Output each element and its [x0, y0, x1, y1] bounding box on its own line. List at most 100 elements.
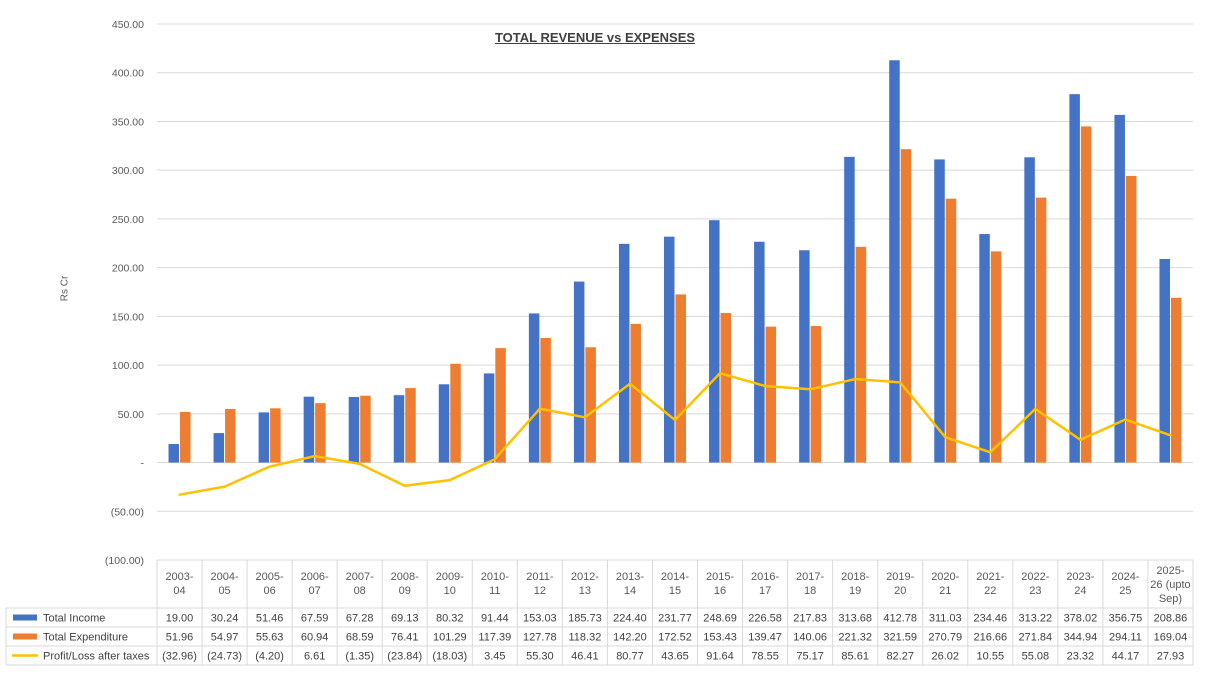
bar-total-expenditure [180, 411, 191, 463]
data-label: (32.96) [162, 651, 197, 663]
x-tick-label: 2008- [391, 571, 419, 583]
data-label: 101.29 [433, 632, 467, 644]
x-tick-label: 06 [263, 585, 275, 597]
x-tick-label: 21 [939, 585, 951, 597]
x-tick-label: 22 [984, 585, 996, 597]
data-label: 19.00 [166, 613, 194, 625]
data-label: 313.22 [1019, 613, 1053, 625]
x-tick-label: 04 [173, 585, 185, 597]
x-tick-label: 2021- [976, 571, 1004, 583]
y-tick-label: (100.00) [105, 555, 144, 567]
data-label: 10.55 [977, 651, 1005, 663]
x-tick-label: 09 [399, 585, 411, 597]
profit-loss-point [718, 372, 722, 375]
profit-loss-point [673, 418, 677, 422]
bar-total-expenditure [810, 326, 822, 463]
bar-total-expenditure [360, 395, 371, 463]
profit-loss-point [1169, 434, 1172, 437]
x-tick-label: 07 [309, 585, 321, 597]
data-label: 344.94 [1064, 632, 1098, 644]
profit-loss-point [313, 454, 316, 458]
data-label: 76.41 [391, 632, 419, 644]
x-tick-label: 14 [624, 585, 636, 597]
data-label: 153.03 [523, 613, 557, 625]
bar-total-expenditure [990, 251, 1002, 463]
legend-label: Total Expenditure [43, 632, 128, 644]
data-label: (23.84) [387, 651, 422, 663]
x-tick-label: 16 [714, 585, 726, 597]
data-label: 185.73 [568, 613, 602, 625]
x-tick-label: 13 [579, 585, 591, 597]
chart-title: TOTAL REVENUE vs EXPENSES [494, 30, 696, 45]
y-tick-label: - [141, 458, 145, 470]
data-label: 67.28 [346, 613, 374, 625]
data-label: 91.44 [481, 613, 509, 625]
data-label: 54.97 [211, 632, 239, 644]
profit-loss-point [493, 457, 497, 461]
bar-total-income [1024, 157, 1035, 463]
bar-total-expenditure [585, 347, 596, 463]
bar-total-income [393, 395, 405, 463]
x-tick-label: 2009- [436, 571, 464, 583]
data-label: 26.02 [931, 651, 959, 663]
bar-total-income [258, 412, 270, 463]
bar-total-income [573, 281, 585, 463]
data-label: (18.03) [432, 651, 467, 663]
data-label: 127.78 [523, 632, 557, 644]
y-tick-label: 350.00 [112, 116, 144, 128]
bar-total-expenditure [720, 313, 732, 463]
data-label: 51.96 [166, 632, 194, 644]
bar-total-expenditure [855, 246, 867, 463]
data-label: 412.78 [883, 613, 917, 625]
data-label: 117.39 [478, 632, 511, 644]
data-label: 172.52 [658, 632, 692, 644]
bar-total-income [168, 444, 180, 463]
x-tick-label: 19 [849, 585, 861, 597]
x-tick-label: 15 [669, 585, 681, 597]
bar-total-expenditure [765, 326, 777, 463]
bar-total-expenditure [225, 408, 236, 463]
x-tick-label: 2006- [301, 571, 329, 583]
data-label: 60.94 [301, 632, 329, 644]
bar-total-expenditure [900, 149, 912, 463]
data-label: 321.59 [883, 632, 917, 644]
bar-total-expenditure [1035, 197, 1047, 463]
x-tick-label: 25 [1119, 585, 1131, 597]
profit-loss-point [223, 485, 226, 488]
data-label: 140.06 [793, 632, 827, 644]
profit-loss-point [1079, 438, 1082, 442]
bar-total-expenditure [540, 338, 551, 463]
data-label: 378.02 [1064, 613, 1098, 625]
profit-loss-point [1034, 407, 1037, 411]
x-tick-label: 11 [489, 585, 500, 597]
profit-loss-point [853, 377, 857, 381]
bar-total-income [438, 384, 450, 463]
data-label: 43.65 [661, 651, 689, 663]
data-label: 27.93 [1157, 651, 1185, 663]
data-label: 216.66 [973, 632, 1007, 644]
profit-loss-line [179, 371, 1171, 496]
profit-loss-point [448, 478, 451, 482]
y-tick-label: 250.00 [112, 214, 144, 226]
data-label: 91.64 [706, 651, 734, 663]
data-label: 248.69 [703, 613, 737, 625]
x-tick-label: 2014- [661, 571, 689, 583]
data-label: 139.47 [748, 632, 782, 644]
data-label: 78.55 [751, 651, 779, 663]
profit-loss-point [628, 382, 632, 386]
data-label: 118.32 [568, 632, 601, 644]
data-label: 208.86 [1154, 613, 1188, 625]
data-label: 169.04 [1154, 632, 1188, 644]
data-label: 356.75 [1109, 613, 1143, 625]
bar-total-income [303, 396, 315, 463]
y-tick-label: (50.00) [111, 506, 144, 518]
bar-total-income [528, 313, 540, 463]
data-label: 23.32 [1067, 651, 1095, 663]
bar-total-expenditure [945, 198, 957, 463]
y-tick-label: 50.00 [118, 409, 144, 421]
profit-loss-point [763, 384, 767, 388]
bar-total-expenditure [1125, 175, 1137, 463]
bar-total-income [213, 433, 225, 463]
legend-label: Profit/Loss after taxes [43, 651, 150, 663]
